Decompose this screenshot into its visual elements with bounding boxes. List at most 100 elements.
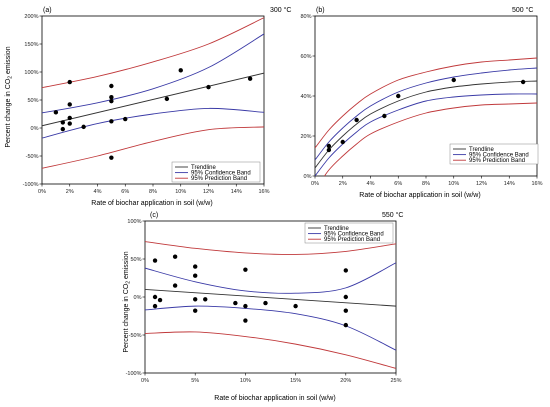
y-tick-label: 50% (130, 257, 141, 263)
y-tick-label: 60% (300, 54, 311, 60)
data-point (247, 76, 253, 81)
x-tick-label: 4% (94, 189, 102, 195)
data-point (326, 143, 332, 149)
y-tick-label: 40% (300, 94, 311, 100)
legend-box (449, 143, 539, 165)
x-tick-label: 14% (231, 189, 242, 195)
plot-frame (144, 220, 397, 374)
x-tick-label: 14% (504, 181, 515, 187)
panel-c: (c) 550 °C Rate of biochar application i… (123, 211, 403, 402)
x-tick-label: 10% (240, 378, 251, 384)
data-point (193, 308, 198, 313)
prediction-band-upper (42, 17, 264, 89)
data-point (206, 84, 211, 90)
data-point (193, 264, 198, 269)
data-point (243, 303, 248, 309)
x-tick-label: 8% (149, 189, 157, 195)
y-tick-label: 0% (134, 295, 142, 301)
x-tick-label: 2% (66, 189, 74, 195)
temperature-label: 550 °C (382, 211, 403, 219)
x-tick-label: 2% (339, 181, 347, 187)
data-point (243, 267, 248, 272)
x-tick-label: 8% (422, 181, 430, 187)
data-point (193, 297, 198, 302)
y-tick-label: 200% (24, 14, 38, 20)
panel-label: (a) (43, 7, 52, 14)
data-point (109, 95, 114, 100)
data-point (67, 79, 72, 85)
confidence-band-upper (42, 33, 264, 114)
y-tick-label: -100% (23, 182, 39, 188)
confidence-band-upper (145, 262, 396, 294)
data-point (152, 303, 158, 309)
data-point (354, 117, 359, 123)
x-tick-label: 15% (290, 378, 301, 384)
prediction-band-lower (145, 331, 396, 369)
x-axis-label: Rate of biochar application in soil (w/w… (214, 395, 335, 402)
prediction-band-upper (315, 57, 537, 149)
data-point (67, 102, 72, 107)
panel-label: (c) (150, 212, 158, 219)
data-point (233, 300, 238, 306)
data-point (193, 273, 198, 278)
legend-entry: Trendline (469, 147, 494, 153)
data-point (343, 294, 348, 300)
confidence-band-lower (42, 107, 264, 139)
x-tick-label: 0% (141, 378, 149, 384)
y-tick-label: -50% (129, 333, 142, 339)
plot-frame (41, 15, 265, 185)
data-point (343, 322, 348, 328)
panel-a: (a) 300 °C Rate of biochar application i… (5, 6, 291, 207)
temperature-label: 500 °C (512, 6, 533, 14)
data-point (343, 308, 348, 313)
plot-area: 0% 2% 4% 6% 8% 10% 12% 14% 16% -100% -50% 0% 50% 100%… (23, 14, 270, 195)
x-tick-label: 0% (38, 189, 46, 195)
trendline (315, 80, 537, 169)
data-point (178, 68, 183, 73)
y-tick-label: 150% (24, 42, 38, 48)
legend-entry: 95% Confidence Band (469, 153, 529, 159)
data-point (123, 116, 128, 122)
data-point (172, 283, 178, 288)
x-axis-label: Rate of biochar application in soil (w/w… (359, 192, 480, 199)
data-point (382, 113, 387, 119)
x-tick-label: 25% (390, 378, 401, 384)
data-point (343, 268, 348, 273)
data-point (109, 155, 114, 160)
data-point (67, 121, 72, 126)
trendline (42, 72, 264, 127)
y-tick-label: -100% (126, 371, 142, 377)
panel-b: (b) 500 °C Rate of biochar application i… (300, 6, 542, 199)
x-tick-label: 16% (531, 181, 542, 187)
data-point (340, 139, 345, 145)
legend-entry: 95% Confidence Band (324, 232, 384, 238)
y-tick-label: -50% (26, 154, 39, 160)
confidence-band-upper (315, 67, 537, 161)
x-tick-label: 12% (476, 181, 487, 187)
x-tick-label: 0% (311, 181, 319, 187)
confidence-band-lower (315, 93, 537, 176)
legend-entry: Trendline (324, 226, 349, 232)
plot-area: 0% 5% 10% 15% 20% 25% -100% -50% 0% 50% 100% (126, 219, 402, 384)
x-tick-label: 5% (191, 378, 199, 384)
data-point (109, 83, 114, 89)
data-point (203, 297, 208, 302)
y-tick-label: 100% (127, 219, 141, 225)
prediction-band-upper (145, 241, 396, 255)
x-tick-label: 16% (258, 189, 269, 195)
data-point (326, 147, 332, 153)
x-tick-label: 12% (203, 189, 214, 195)
y-tick-label: 0% (304, 174, 312, 180)
plot-area: 0% 2% 4% 6% 8% 10% 12% 14% 16% 0% 20% 40% 60% 80% (300, 14, 542, 187)
data-point (164, 96, 170, 102)
data-point (396, 93, 401, 99)
y-tick-label: 50% (27, 98, 38, 104)
x-tick-label: 20% (340, 378, 351, 384)
data-point (451, 77, 456, 83)
panel-label: (b) (316, 7, 325, 14)
y-tick-label: 80% (300, 14, 311, 20)
data-point (152, 294, 158, 300)
temperature-label: 300 °C (270, 6, 291, 14)
